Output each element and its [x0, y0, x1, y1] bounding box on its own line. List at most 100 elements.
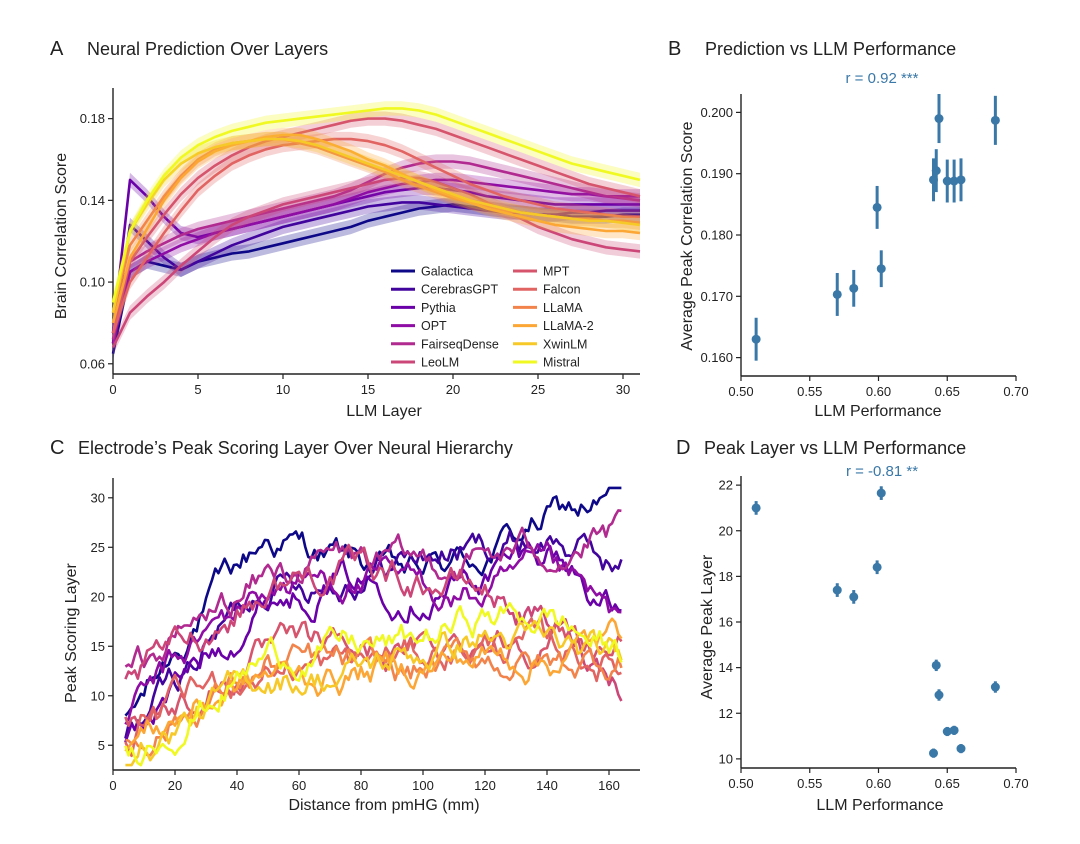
series-line-pythia [111, 178, 640, 334]
y-tick-label: 30 [91, 490, 105, 505]
panel-c-plot: 0 20 40 60 80 100 120 140 160 5 10 15 20 25 30 [91, 478, 640, 793]
series-line-mpt [111, 117, 641, 334]
x-tick-label: 0.55 [797, 776, 822, 791]
x-tick-label: 0.65 [935, 384, 960, 399]
panel-c-xlabel: Distance from pmHG (mm) [288, 797, 479, 814]
data-point [949, 176, 959, 186]
y-tick-label: 0.18 [80, 111, 105, 126]
x-tick-label: 0 [109, 778, 116, 793]
x-tick-label: 80 [354, 778, 368, 793]
y-tick-label: 25 [91, 540, 105, 555]
series-line-cerebrasgpt [111, 201, 640, 344]
y-tick-label: 0.160 [700, 350, 733, 365]
confidence-band-xwinlm [113, 131, 640, 320]
legend-label-opt: OPT [421, 319, 447, 333]
panel-c-title: Electrode’s Peak Scoring Layer Over Neur… [78, 438, 513, 458]
panel-d-xlabel: LLM Performance [816, 797, 943, 814]
electrode-line-pythia [124, 541, 622, 743]
panel-b-correlation: r = 0.92 *** [846, 70, 919, 87]
data-point [849, 283, 859, 293]
electrode-line-galactica [124, 486, 622, 717]
legend-label-cerebrasgpt: CerebrasGPT [421, 283, 498, 297]
data-point [832, 585, 842, 595]
panel-c-ylabel: Peak Scoring Layer [63, 563, 80, 703]
x-tick-label: 20 [446, 382, 460, 397]
y-tick-label: 10 [719, 751, 733, 766]
series-line-leolm [111, 176, 641, 348]
panel-b-ylabel: Average Peak Correlation Score [679, 121, 696, 350]
electrode-line-leolm [124, 543, 623, 702]
x-tick-label: 40 [230, 778, 244, 793]
data-point [956, 744, 966, 754]
panel-d-letter: D [676, 437, 690, 459]
y-tick-label: 0.170 [700, 289, 733, 304]
data-point [931, 660, 941, 670]
x-tick-label: 0 [109, 382, 116, 397]
legend-label-xwinlm: XwinLM [543, 337, 587, 351]
x-tick-label: 0.70 [1003, 384, 1028, 399]
panel-a-xlabel: LLM Layer [346, 403, 422, 420]
legend-label-galactica: Galactica [421, 265, 473, 279]
y-tick-label: 16 [719, 615, 733, 630]
legend-label-llama-2: LLaMA-2 [543, 319, 594, 333]
x-tick-label: 160 [598, 778, 620, 793]
panel-c-letter: C [50, 437, 64, 459]
electrode-line-opt [124, 540, 622, 725]
y-tick-label: 14 [719, 660, 733, 675]
data-point [934, 690, 944, 700]
x-tick-label: 30 [616, 382, 630, 397]
x-tick-label: 0.60 [866, 776, 891, 791]
y-tick-label: 12 [719, 706, 733, 721]
x-tick-label: 0.50 [728, 384, 753, 399]
x-tick-label: 0.55 [797, 384, 822, 399]
x-tick-label: 20 [168, 778, 182, 793]
panel-d-ylabel: Average Peak Layer [699, 554, 716, 699]
x-tick-label: 140 [536, 778, 558, 793]
electrode-line-mistral [124, 601, 623, 767]
data-point [872, 202, 882, 212]
y-tick-label: 22 [719, 478, 733, 493]
data-point [990, 115, 1000, 125]
series-line-llama-2 [111, 133, 641, 324]
data-point [929, 748, 938, 758]
legend-label-fairseqdense: FairseqDense [421, 337, 499, 351]
confidence-band-llama-2 [113, 127, 640, 331]
data-point [934, 114, 944, 124]
y-tick-label: 0.180 [700, 228, 733, 243]
x-tick-label: 120 [474, 778, 496, 793]
x-tick-label: 25 [531, 382, 545, 397]
panel-b-xlabel: LLM Performance [814, 403, 941, 420]
legend-label-falcon: Falcon [543, 283, 581, 297]
data-point [956, 175, 966, 185]
legend-label-mistral: Mistral [543, 356, 580, 370]
data-point [949, 725, 959, 735]
panel-d-title: Peak Layer vs LLM Performance [704, 438, 966, 458]
x-tick-label: 0.50 [728, 776, 753, 791]
x-tick-label: 0.65 [935, 776, 960, 791]
panel-b-letter: B [668, 38, 681, 60]
y-tick-label: 20 [91, 589, 105, 604]
y-tick-label: 0.06 [80, 356, 105, 371]
series-line-xwinlm [111, 137, 641, 313]
confidence-band-leolm [113, 170, 640, 355]
data-point [942, 176, 952, 186]
legend-label-mpt: MPT [543, 265, 570, 279]
x-tick-label: 15 [361, 382, 375, 397]
y-tick-label: 0.190 [700, 166, 733, 181]
panel-a-plot: 0 5 10 15 20 25 30 0.06 0.10 0.14 0.18 Galactica Cer… [80, 88, 641, 397]
data-point [751, 503, 761, 513]
series-line-mistral [111, 107, 641, 303]
y-tick-label: 18 [719, 569, 733, 584]
legend-label-leolm: LeoLM [421, 356, 459, 370]
y-tick-label: 5 [98, 738, 105, 753]
y-tick-label: 0.10 [80, 275, 105, 290]
y-tick-label: 0.14 [80, 193, 105, 208]
data-point [849, 592, 859, 602]
electrode-line-fairseqdense [124, 509, 622, 669]
data-point [876, 488, 886, 498]
y-tick-label: 15 [91, 639, 105, 654]
legend-label-llama: LLaMA [543, 301, 583, 315]
panel-a-title: Neural Prediction Over Layers [87, 39, 328, 59]
data-point [832, 289, 842, 299]
